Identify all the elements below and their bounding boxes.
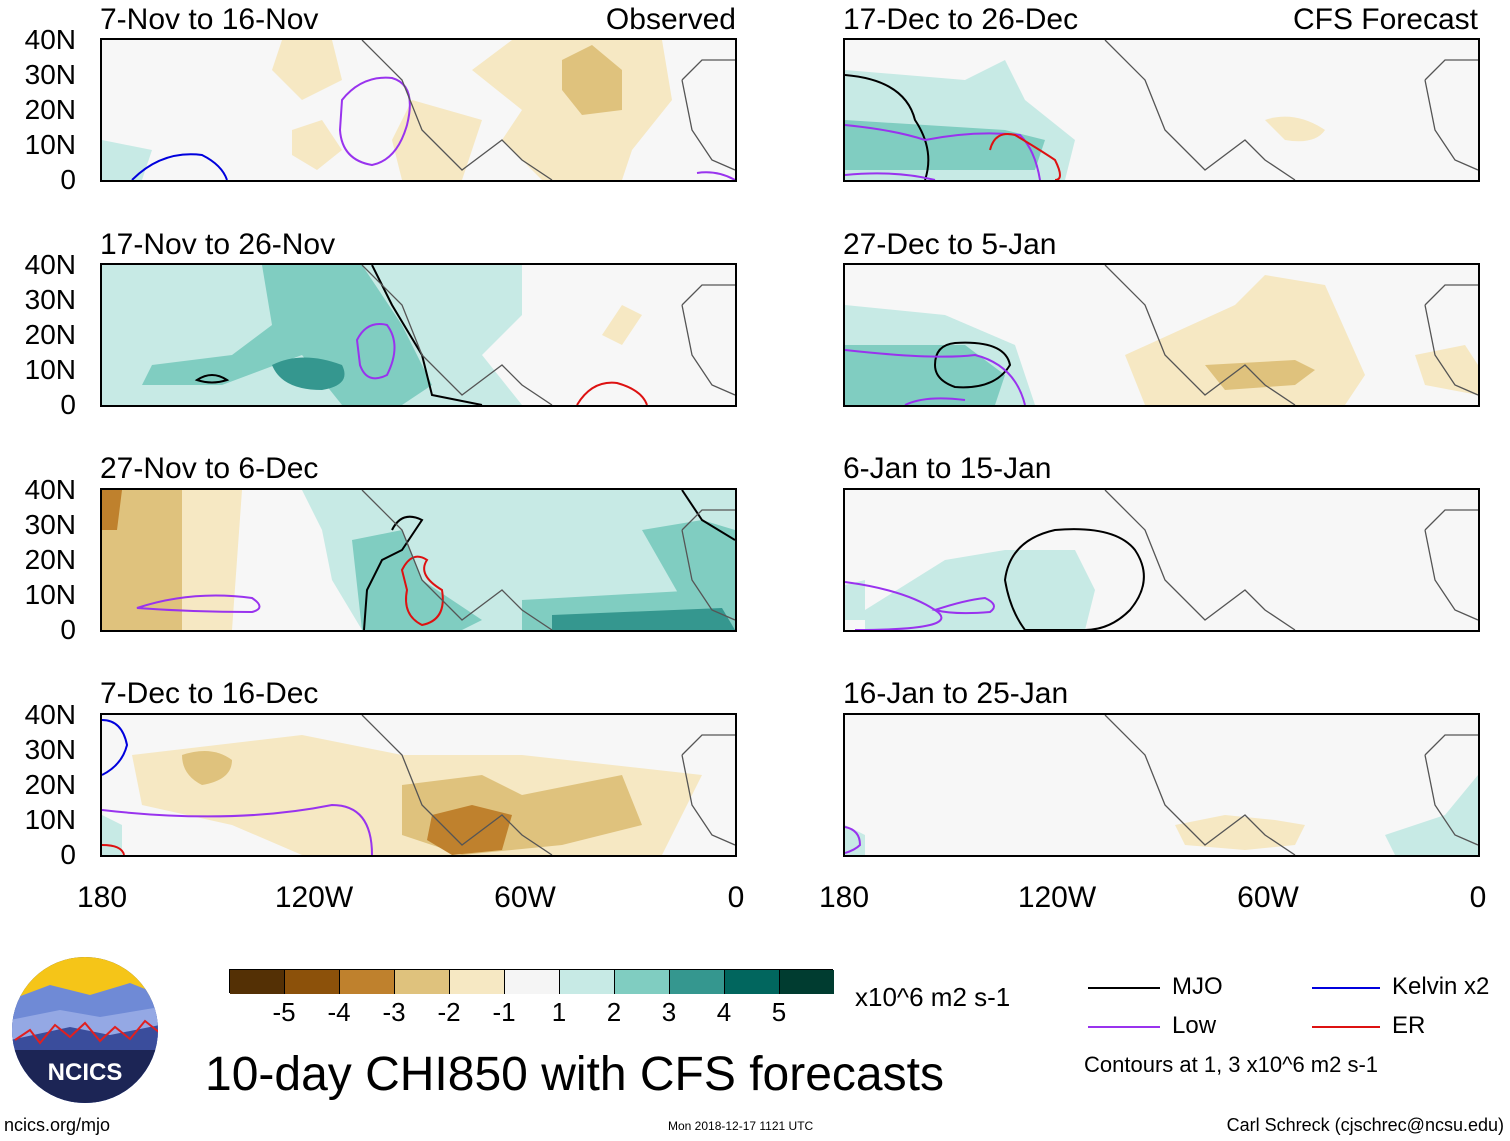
ncics-logo: NCICS (10, 955, 160, 1105)
y-tick-20n: 20N (24, 769, 76, 800)
colorbar-cell (395, 970, 450, 994)
legend-label-low: Low (1172, 1012, 1217, 1039)
y-tick-10n: 10N (24, 804, 76, 835)
colorbar-tick: 3 (661, 997, 677, 1027)
panel-title-left-2: 17-Nov to 26-Nov (100, 228, 336, 261)
colorbar-tick: -1 (492, 997, 516, 1027)
colorbar-cell (505, 970, 560, 994)
y-tick-30n: 30N (24, 284, 76, 315)
legend-line-er (1312, 1026, 1380, 1028)
y-tick-20n: 20N (24, 544, 76, 575)
panel-title-right-3: 6-Jan to 15-Jan (843, 452, 1052, 485)
footer-url[interactable]: ncics.org/mjo (4, 1115, 111, 1135)
y-tick-30n: 30N (24, 509, 76, 540)
colorbar-cell (560, 970, 615, 994)
observed-label: Observed (605, 3, 736, 36)
x-tick-120w-right: 120W (1017, 881, 1097, 914)
legend-line-mjo (1088, 987, 1160, 989)
y-tick-40n: 40N (24, 24, 76, 55)
x-tick-120w-left: 120W (274, 881, 354, 914)
y-tick-40n: 40N (24, 249, 76, 280)
y-tick-40n: 40N (24, 699, 76, 730)
y-tick-10n: 10N (24, 354, 76, 385)
colorbar-cell (780, 970, 834, 994)
colorbar-tick: 2 (606, 997, 622, 1027)
map-panel-left-2 (100, 263, 737, 407)
colorbar-tick: 1 (551, 997, 567, 1027)
panel-title-right-4: 16-Jan to 25-Jan (843, 677, 1069, 710)
colorbar-cell (670, 970, 725, 994)
panel-title-left-4: 7-Dec to 16-Dec (100, 677, 319, 710)
map-panel-left-3 (100, 488, 737, 632)
colorbar-tick: 5 (771, 997, 787, 1027)
y-tick-20n: 20N (24, 94, 76, 125)
contours-note: Contours at 1, 3 x10^6 m2 s-1 (1084, 1052, 1379, 1077)
x-tick-180-right: 180 (818, 881, 870, 914)
y-tick-0: 0 (60, 164, 76, 195)
panel-title-left-3: 27-Nov to 6-Dec (100, 452, 319, 485)
y-tick-20n: 20N (24, 319, 76, 350)
y-tick-0: 0 (60, 839, 76, 870)
y-tick-0: 0 (60, 614, 76, 645)
main-title: 10-day CHI850 with CFS forecasts (205, 1048, 944, 1101)
legend-label-er: ER (1392, 1012, 1426, 1039)
x-tick-0-left: 0 (727, 881, 745, 914)
cfs-forecast-label: CFS Forecast (1292, 3, 1478, 36)
map-panel-left-4 (100, 713, 737, 857)
legend-line-kelvin (1312, 987, 1380, 989)
panel-title-right-1: 17-Dec to 26-Dec (843, 3, 1079, 36)
y-tick-10n: 10N (24, 579, 76, 610)
y-tick-0: 0 (60, 389, 76, 420)
legend-line-low (1088, 1026, 1160, 1028)
colorbar-units: x10^6 m2 s-1 (855, 982, 1011, 1012)
colorbar-tick: -2 (437, 997, 461, 1027)
x-tick-60w-right: 60W (1237, 881, 1299, 914)
map-panel-right-1 (843, 38, 1480, 182)
legend-label-kelvin: Kelvin x2 (1392, 973, 1490, 1000)
panel-title-right-2: 27-Dec to 5-Jan (843, 228, 1057, 261)
colorbar-tick: -5 (272, 997, 296, 1027)
colorbar-cell (725, 970, 780, 994)
colorbar-tick: -3 (382, 997, 406, 1027)
x-tick-0-right: 0 (1469, 881, 1487, 914)
colorbar-tick: 4 (716, 997, 732, 1027)
legend-label-mjo: MJO (1172, 973, 1223, 1000)
y-tick-30n: 30N (24, 734, 76, 765)
x-tick-180-left: 180 (76, 881, 128, 914)
map-panel-right-2 (843, 263, 1480, 407)
map-panel-right-3 (843, 488, 1480, 632)
logo-text: NCICS (48, 1059, 123, 1086)
map-panel-right-4 (843, 713, 1480, 857)
footer-timestamp: Mon 2018-12-17 1121 UTC (668, 1119, 814, 1133)
colorbar-cell (285, 970, 340, 994)
colorbar-cell (615, 970, 670, 994)
panel-title-left-1: 7-Nov to 16-Nov (100, 3, 319, 36)
colorbar (229, 969, 834, 994)
y-tick-40n: 40N (24, 474, 76, 505)
colorbar-cell (230, 970, 285, 994)
y-tick-10n: 10N (24, 129, 76, 160)
x-tick-60w-left: 60W (494, 881, 556, 914)
y-tick-30n: 30N (24, 59, 76, 90)
colorbar-cell (340, 970, 395, 994)
colorbar-tick: -4 (327, 997, 351, 1027)
colorbar-cell (450, 970, 505, 994)
footer-credit: Carl Schreck (cjschrec@ncsu.edu) (1226, 1115, 1504, 1135)
map-panel-left-1 (100, 38, 737, 182)
